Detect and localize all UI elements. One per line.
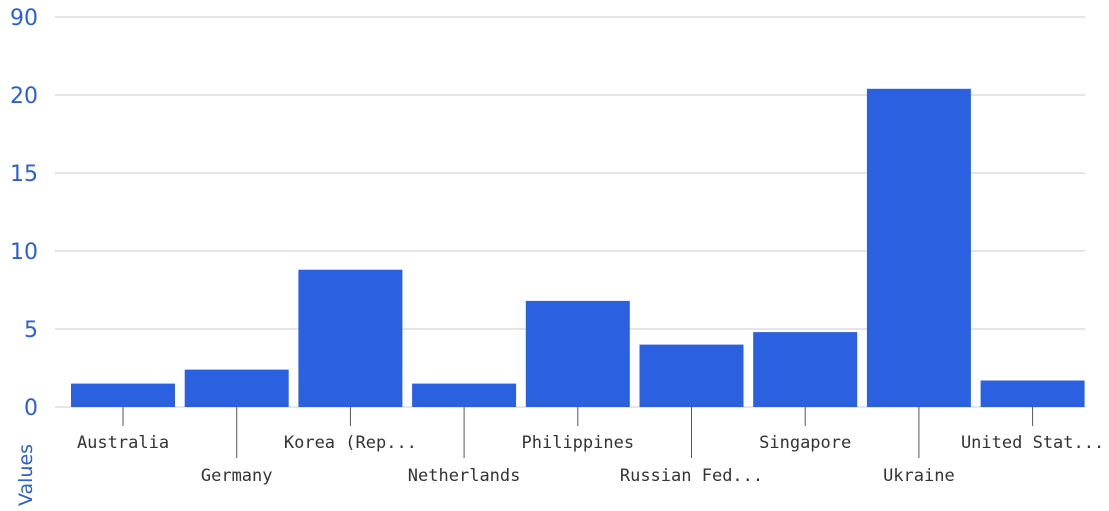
x-tick-label: Ukraine xyxy=(883,466,955,486)
x-tick-label: Russian Fed... xyxy=(620,466,763,486)
y-tick-label: 15 xyxy=(10,162,38,187)
bar xyxy=(639,344,744,407)
x-tick-label: Netherlands xyxy=(408,466,521,486)
x-tick-label: Germany xyxy=(201,466,273,486)
x-tick-label: Korea (Rep... xyxy=(284,433,417,453)
bar xyxy=(980,380,1085,407)
y-tick-label: 90 xyxy=(10,6,38,31)
x-tick-label: Singapore xyxy=(759,433,851,453)
x-axis-ticks: Australia Germany Korea (Rep... Netherlands… xyxy=(77,407,1104,486)
y-axis-label: Values xyxy=(15,444,37,506)
x-tick-label: United Stat... xyxy=(961,433,1104,453)
y-axis-ticks: 0 5 10 15 20 90 xyxy=(10,6,38,421)
x-tick-label: Australia xyxy=(77,433,169,453)
y-tick-label: 10 xyxy=(10,240,38,265)
bar xyxy=(298,269,403,407)
bar xyxy=(412,383,517,407)
bars xyxy=(71,88,1085,408)
bar xyxy=(71,383,175,407)
bar xyxy=(525,300,630,407)
bar xyxy=(753,332,858,407)
x-tick-label: Philippines xyxy=(522,433,635,453)
y-tick-label: 20 xyxy=(10,84,38,109)
y-tick-label: 5 xyxy=(24,318,38,343)
y-tick-label: 0 xyxy=(24,396,38,421)
bar xyxy=(184,369,289,407)
bar xyxy=(866,88,971,408)
